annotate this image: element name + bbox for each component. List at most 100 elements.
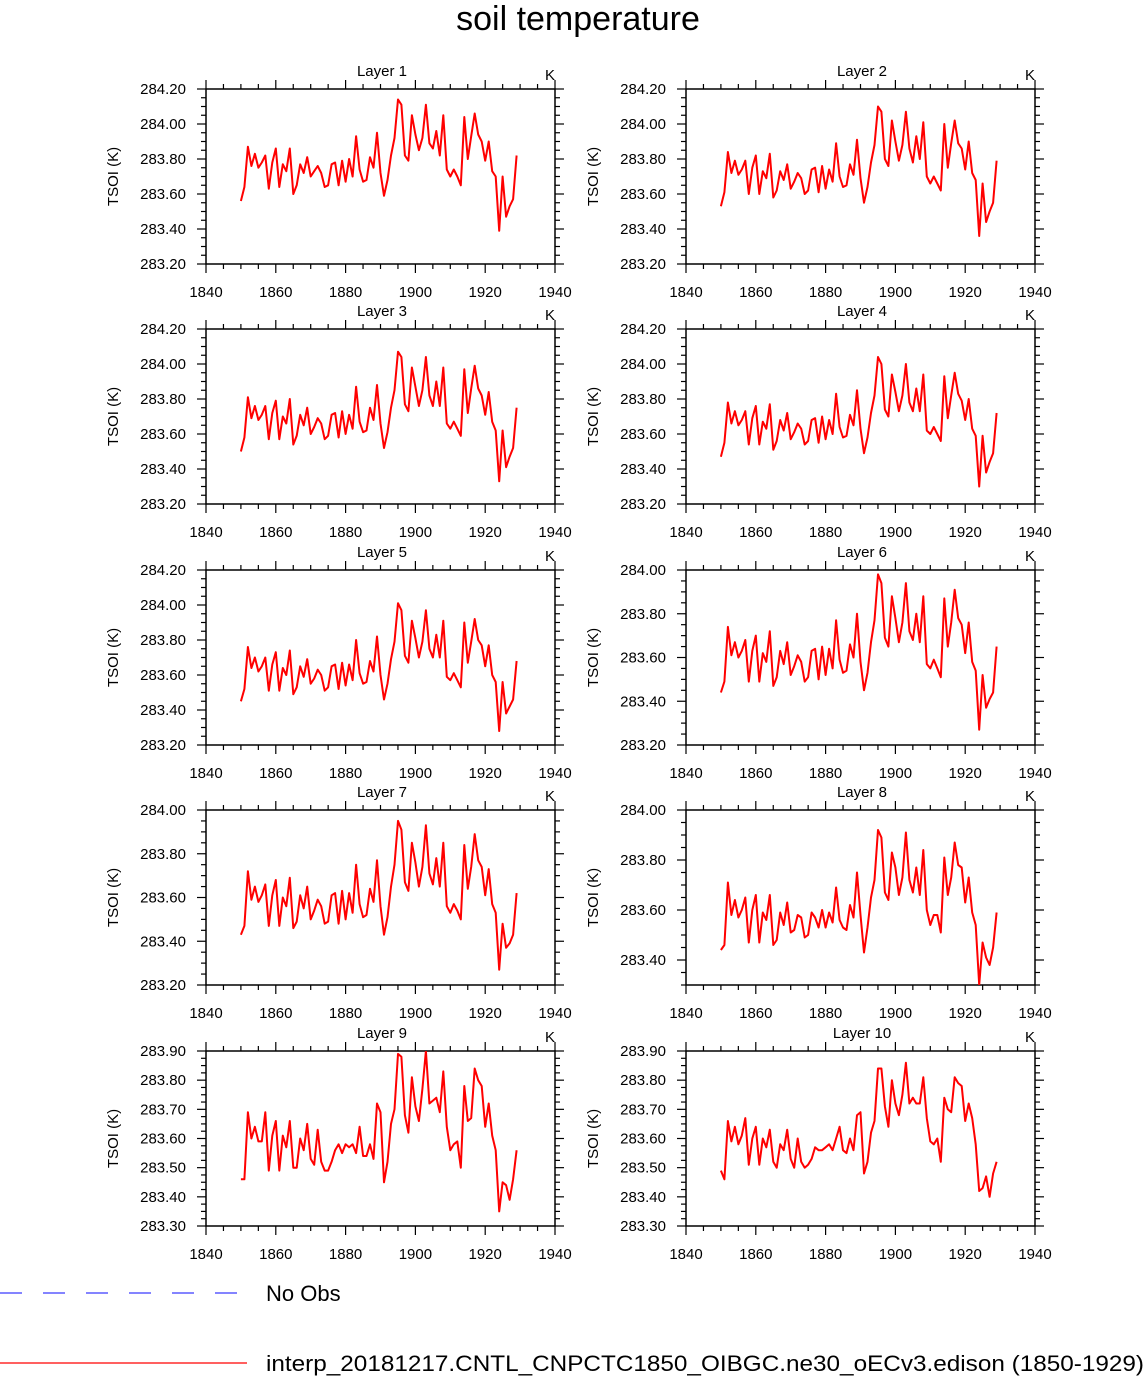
layer-1-units-label: K bbox=[545, 67, 555, 84]
layer-8-x-tick-label: 1840 bbox=[669, 1005, 702, 1022]
layer-1-x-tick-label: 1900 bbox=[399, 284, 432, 301]
layer-9-y-tick-label: 283.70 bbox=[140, 1101, 186, 1118]
panel-layer-9: 1840 1860 1880 1900 1920 1940 283.30 283.40 283.… bbox=[105, 1025, 572, 1263]
layer-5-x-tick-label: 1940 bbox=[538, 765, 571, 782]
layer-5-y-tick-label: 283.60 bbox=[140, 667, 186, 684]
layer-4-y-tick-label: 283.40 bbox=[620, 461, 666, 478]
layer-10-series-line bbox=[719, 1061, 998, 1198]
layer-4-title: Layer 4 bbox=[837, 303, 887, 320]
layer-3-series-line bbox=[239, 350, 518, 483]
layer-1-x-tick-label: 1840 bbox=[189, 284, 222, 301]
layer-3-y-tick-label: 284.00 bbox=[140, 356, 186, 373]
layer-2-title: Layer 2 bbox=[837, 63, 887, 80]
layer-10-x-tick-label: 1840 bbox=[669, 1246, 702, 1263]
panel-layer-10: 1840 1860 1880 1900 1920 1940 283.30 283.40 283.… bbox=[585, 1025, 1052, 1263]
layer-4-x-tick-label: 1900 bbox=[879, 524, 912, 541]
layer-1-y-axis-label: TSOI (K) bbox=[105, 147, 122, 206]
layer-8-y-tick-label: 284.00 bbox=[620, 802, 666, 819]
layer-8-y-axis-label: TSOI (K) bbox=[585, 868, 602, 927]
layer-8-y-tick-label: 283.60 bbox=[620, 902, 666, 919]
layer-7-x-tick-label: 1920 bbox=[469, 1005, 502, 1022]
layer-9-x-tick-label: 1880 bbox=[329, 1246, 362, 1263]
layer-9-title: Layer 9 bbox=[357, 1025, 407, 1042]
layer-10-y-tick-label: 283.40 bbox=[620, 1189, 666, 1206]
legend-no-obs-label: No Obs bbox=[266, 1281, 341, 1306]
layer-4-y-tick-label: 284.20 bbox=[620, 321, 666, 338]
layer-7-x-tick-label: 1880 bbox=[329, 1005, 362, 1022]
layer-10-y-tick-label: 283.80 bbox=[620, 1072, 666, 1089]
layer-1-x-tick-label: 1880 bbox=[329, 284, 362, 301]
layer-8-x-tick-label: 1940 bbox=[1018, 1005, 1051, 1022]
layer-8-x-tick-label: 1880 bbox=[809, 1005, 842, 1022]
layer-4-y-tick-label: 284.00 bbox=[620, 356, 666, 373]
layer-5-x-tick-label: 1900 bbox=[399, 765, 432, 782]
layer-6-x-tick-label: 1900 bbox=[879, 765, 912, 782]
layer-4-series-line bbox=[719, 356, 998, 488]
legend-model-label: interp_20181217.CNTL_CNPCTC1850_OIBGC.ne… bbox=[266, 1351, 1144, 1376]
layer-3-y-tick-label: 283.80 bbox=[140, 391, 186, 408]
layer-10-y-tick-label: 283.90 bbox=[620, 1043, 666, 1060]
layer-9-y-tick-label: 283.30 bbox=[140, 1218, 186, 1235]
layer-3-x-tick-label: 1840 bbox=[189, 524, 222, 541]
layer-7-y-tick-label: 283.80 bbox=[140, 846, 186, 863]
layer-4-y-axis-label: TSOI (K) bbox=[585, 387, 602, 446]
legend: No Obs interp_20181217.CNTL_CNPCTC1850_O… bbox=[0, 1281, 1144, 1376]
layer-5-y-tick-label: 283.40 bbox=[140, 702, 186, 719]
layer-9-y-axis-label: TSOI (K) bbox=[105, 1109, 122, 1168]
layer-10-x-tick-label: 1900 bbox=[879, 1246, 912, 1263]
layer-3-y-tick-label: 283.40 bbox=[140, 461, 186, 478]
layer-9-units-label: K bbox=[545, 1029, 555, 1046]
layer-1-x-tick-label: 1860 bbox=[259, 284, 292, 301]
panel-layer-7: 1840 1860 1880 1900 1920 1940 283.20 283.40 283.… bbox=[105, 784, 572, 1022]
layer-6-x-tick-label: 1860 bbox=[739, 765, 772, 782]
layer-10-y-tick-label: 283.50 bbox=[620, 1160, 666, 1177]
layer-10-x-tick-label: 1920 bbox=[949, 1246, 982, 1263]
layer-5-y-tick-label: 283.80 bbox=[140, 632, 186, 649]
layer-6-y-tick-label: 283.40 bbox=[620, 693, 666, 710]
layer-6-y-tick-label: 283.20 bbox=[620, 737, 666, 754]
layer-9-x-tick-label: 1940 bbox=[538, 1246, 571, 1263]
layer-1-y-tick-label: 283.40 bbox=[140, 221, 186, 238]
chart-title: soil temperature bbox=[456, 0, 700, 38]
layer-10-x-tick-label: 1940 bbox=[1018, 1246, 1051, 1263]
layer-2-y-tick-label: 284.00 bbox=[620, 116, 666, 133]
layer-4-y-tick-label: 283.20 bbox=[620, 496, 666, 513]
layer-10-y-tick-label: 283.30 bbox=[620, 1218, 666, 1235]
layer-9-y-tick-label: 283.80 bbox=[140, 1072, 186, 1089]
layer-7-x-tick-label: 1840 bbox=[189, 1005, 222, 1022]
layer-3-x-tick-label: 1900 bbox=[399, 524, 432, 541]
layer-10-y-tick-label: 283.60 bbox=[620, 1131, 666, 1148]
layer-3-x-tick-label: 1860 bbox=[259, 524, 292, 541]
layer-1-y-tick-label: 283.80 bbox=[140, 151, 186, 168]
layer-7-x-tick-label: 1940 bbox=[538, 1005, 571, 1022]
layer-4-y-tick-label: 283.60 bbox=[620, 426, 666, 443]
layer-5-series-line bbox=[239, 602, 518, 732]
layer-7-y-tick-label: 283.40 bbox=[140, 933, 186, 950]
layer-8-title: Layer 8 bbox=[837, 784, 887, 801]
layer-8-units-label: K bbox=[1025, 788, 1035, 805]
layer-6-x-tick-label: 1920 bbox=[949, 765, 982, 782]
layer-5-title: Layer 5 bbox=[357, 544, 407, 561]
layer-3-y-tick-label: 284.20 bbox=[140, 321, 186, 338]
layer-2-x-tick-label: 1880 bbox=[809, 284, 842, 301]
layer-2-y-tick-label: 283.20 bbox=[620, 256, 666, 273]
layer-4-x-tick-label: 1860 bbox=[739, 524, 772, 541]
layer-4-y-tick-label: 283.80 bbox=[620, 391, 666, 408]
layer-2-series-line bbox=[719, 105, 998, 237]
layer-6-y-axis-label: TSOI (K) bbox=[585, 628, 602, 687]
layer-1-x-tick-label: 1940 bbox=[538, 284, 571, 301]
layer-1-y-tick-label: 283.60 bbox=[140, 186, 186, 203]
layer-6-x-tick-label: 1840 bbox=[669, 765, 702, 782]
layer-8-y-tick-label: 283.80 bbox=[620, 852, 666, 869]
layer-5-x-tick-label: 1860 bbox=[259, 765, 292, 782]
panel-layer-3: 1840 1860 1880 1900 1920 1940 283.20 283.40 283.… bbox=[105, 303, 572, 541]
layer-1-title: Layer 1 bbox=[357, 63, 407, 80]
layer-6-title: Layer 6 bbox=[837, 544, 887, 561]
layer-5-x-tick-label: 1840 bbox=[189, 765, 222, 782]
layer-3-y-axis-label: TSOI (K) bbox=[105, 387, 122, 446]
layer-2-x-tick-label: 1840 bbox=[669, 284, 702, 301]
layer-3-units-label: K bbox=[545, 307, 555, 324]
layer-8-x-tick-label: 1920 bbox=[949, 1005, 982, 1022]
layer-4-x-tick-label: 1940 bbox=[1018, 524, 1051, 541]
